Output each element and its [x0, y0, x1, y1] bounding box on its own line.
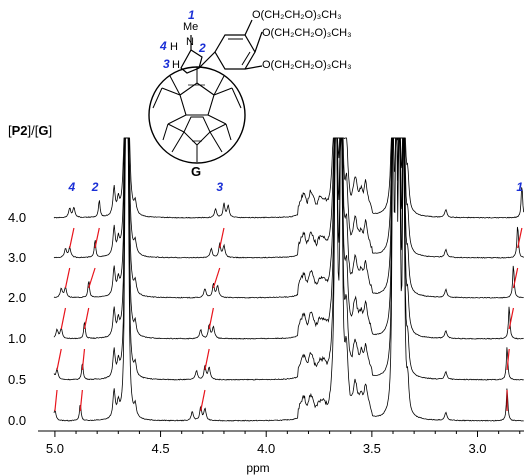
spectrum-trace	[53, 137, 524, 422]
shift-lines-group	[54, 227, 523, 412]
row-label: 1.0	[8, 331, 26, 346]
shift-line-3	[200, 389, 206, 412]
y-label-bracket-close: ]	[49, 123, 53, 138]
y-label-guest: G	[38, 123, 48, 138]
spectrum-trace	[53, 137, 524, 381]
y-axis-label: [P2]/[G]	[8, 123, 52, 138]
shift-line-3	[204, 348, 210, 371]
peak-label-4: 4	[67, 180, 75, 194]
shift-line-4	[69, 227, 75, 249]
shift-line-4	[64, 267, 71, 289]
shift-line-1	[512, 267, 519, 289]
shift-line-2	[83, 307, 90, 330]
shift-line-2	[94, 227, 100, 249]
pyrrolidine-ring	[180, 35, 216, 74]
x-tick-label: 3.0	[468, 441, 486, 456]
peak-label-1: 1	[516, 180, 523, 194]
shift-line-2	[79, 389, 83, 412]
row-label: 0.0	[8, 413, 26, 428]
x-tick-label: 4.0	[257, 441, 275, 456]
y-label-polymer: P2	[12, 123, 28, 138]
x-tick-label: 4.5	[152, 441, 170, 456]
shift-line-3	[212, 267, 221, 289]
spectrum-trace	[53, 137, 524, 259]
shift-line-2	[88, 267, 96, 289]
methyl-label: Me	[183, 21, 198, 33]
x-axis-label: ppm	[246, 461, 269, 475]
position-number-1: 1	[188, 8, 195, 22]
nitrogen-label: N	[186, 36, 194, 48]
row-label: 4.0	[8, 210, 26, 225]
spectrum-trace	[53, 137, 524, 340]
row-label: 3.0	[8, 250, 26, 265]
shift-line-4	[56, 348, 62, 371]
peak-label-2: 2	[91, 180, 99, 194]
shift-line-1	[508, 307, 515, 330]
peak-label-3: 3	[216, 180, 223, 194]
y-label-separator: ]/[	[28, 123, 39, 138]
shift-line-1	[506, 348, 510, 371]
substituent-middle: O(CH₂CH₂O)₃CH₃	[262, 27, 352, 39]
fullerene-label: G	[191, 164, 201, 179]
shift-line-3	[208, 307, 214, 330]
y-label-bracket-open: [	[8, 123, 12, 138]
peak-labels-group: 1 2 3 4	[67, 180, 523, 194]
hydrogen-label-4: H	[170, 41, 178, 53]
hydrogen-label-3: H	[172, 59, 180, 71]
substituent-bottom: O(CH₂CH₂O)₃CH₃	[262, 59, 352, 71]
row-label: 0.5	[8, 372, 26, 387]
x-axis: 5.0 4.5 4.0 3.5 3.0	[38, 430, 524, 456]
position-number-3: 3	[163, 57, 170, 71]
position-number-4: 4	[159, 39, 167, 53]
x-tick-label: 5.0	[46, 441, 64, 456]
position-number-2: 2	[198, 41, 206, 55]
substituent-top: O(CH₂CH₂O)₃CH₃	[252, 9, 342, 21]
fullerene-ball	[148, 66, 246, 164]
shift-line-2	[81, 348, 86, 371]
spectrum-trace	[53, 137, 524, 219]
spectra-group	[53, 137, 524, 422]
row-labels-group: 0.0 0.5 1.0 2.0 3.0 4.0	[8, 210, 26, 428]
spectrum-trace	[53, 137, 524, 299]
shift-line-3	[219, 227, 225, 249]
chemical-structure: Me N H H 1 2 3 4 O(CH₂CH₂O)₃CH₃ O(CH₂CH₂…	[148, 8, 352, 179]
shift-line-1	[517, 227, 523, 249]
x-tick-label: 3.5	[363, 441, 381, 456]
shift-line-4	[54, 389, 58, 412]
row-label: 2.0	[8, 290, 26, 305]
benzene-ring	[214, 19, 263, 70]
shift-line-4	[60, 307, 67, 330]
